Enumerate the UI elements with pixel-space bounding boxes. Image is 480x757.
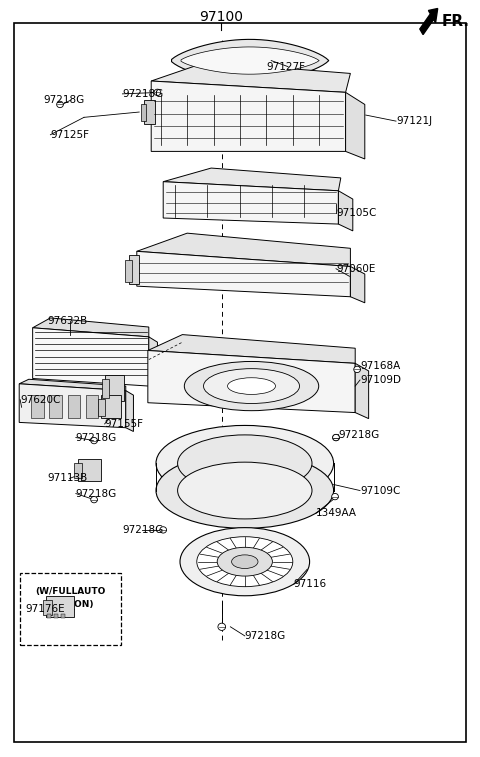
Polygon shape <box>148 335 355 363</box>
Polygon shape <box>171 39 329 82</box>
Text: 97218G: 97218G <box>43 95 84 105</box>
Bar <box>74 463 82 478</box>
Text: 97218G: 97218G <box>76 488 117 499</box>
Polygon shape <box>19 379 126 391</box>
Ellipse shape <box>160 527 167 533</box>
Text: 1349AA: 1349AA <box>316 508 357 519</box>
Polygon shape <box>19 384 126 428</box>
FancyArrow shape <box>420 8 438 35</box>
Ellipse shape <box>57 101 63 107</box>
Ellipse shape <box>232 555 258 569</box>
Bar <box>101 395 121 418</box>
Text: 97632B: 97632B <box>47 316 87 326</box>
Bar <box>20 573 121 645</box>
Bar <box>68 395 80 418</box>
Text: 97218G: 97218G <box>122 525 164 535</box>
Polygon shape <box>33 318 149 337</box>
Text: AIR CON): AIR CON) <box>48 600 94 609</box>
Bar <box>47 614 51 618</box>
Polygon shape <box>151 81 346 151</box>
Text: 97218G: 97218G <box>338 429 380 440</box>
Ellipse shape <box>156 425 334 501</box>
Polygon shape <box>126 391 133 431</box>
Polygon shape <box>148 350 355 413</box>
Bar <box>144 100 155 124</box>
Text: 97109D: 97109D <box>360 375 401 385</box>
Polygon shape <box>149 337 157 391</box>
Text: 97218G: 97218G <box>245 631 286 641</box>
Polygon shape <box>163 182 338 224</box>
Text: (W/FULLAUTO: (W/FULLAUTO <box>36 587 106 597</box>
Text: 97100: 97100 <box>199 10 243 23</box>
Text: 97155F: 97155F <box>105 419 144 429</box>
Polygon shape <box>151 62 350 92</box>
Bar <box>98 399 105 416</box>
Bar <box>43 600 52 615</box>
Bar <box>49 395 62 418</box>
Text: 97113B: 97113B <box>47 473 87 484</box>
Text: 97116: 97116 <box>294 579 327 590</box>
Ellipse shape <box>197 537 293 587</box>
Polygon shape <box>137 251 350 297</box>
Ellipse shape <box>91 438 97 444</box>
Polygon shape <box>163 168 341 191</box>
Text: 97176E: 97176E <box>25 603 65 614</box>
Text: 97620C: 97620C <box>20 394 60 405</box>
Ellipse shape <box>156 453 334 528</box>
Text: 97218G: 97218G <box>122 89 164 99</box>
Text: 97105C: 97105C <box>336 208 376 219</box>
Bar <box>129 255 139 284</box>
Bar <box>86 395 98 418</box>
Polygon shape <box>181 47 319 74</box>
Polygon shape <box>346 92 365 159</box>
Text: 97218G: 97218G <box>76 432 117 443</box>
Ellipse shape <box>228 378 276 394</box>
Ellipse shape <box>354 366 360 372</box>
Ellipse shape <box>218 623 226 631</box>
Ellipse shape <box>333 435 339 441</box>
Text: 97060E: 97060E <box>336 263 375 274</box>
Bar <box>61 614 65 618</box>
Ellipse shape <box>180 528 310 596</box>
Text: 97127F: 97127F <box>266 61 305 72</box>
Ellipse shape <box>217 547 273 576</box>
Text: 97109C: 97109C <box>360 485 400 496</box>
Text: 97125F: 97125F <box>50 129 89 140</box>
Text: 97168A: 97168A <box>360 361 400 372</box>
Bar <box>102 378 109 398</box>
Bar <box>31 395 44 418</box>
Bar <box>125 260 132 282</box>
Polygon shape <box>338 191 353 231</box>
Ellipse shape <box>91 497 97 503</box>
Ellipse shape <box>184 361 319 410</box>
Ellipse shape <box>178 435 312 492</box>
Bar <box>104 395 117 418</box>
Ellipse shape <box>154 89 161 95</box>
Text: FR.: FR. <box>442 14 469 29</box>
Bar <box>78 459 101 481</box>
Polygon shape <box>33 328 149 386</box>
Text: 97121J: 97121J <box>396 116 432 126</box>
Polygon shape <box>137 233 350 266</box>
Polygon shape <box>350 266 365 303</box>
Bar <box>105 375 124 401</box>
Ellipse shape <box>333 435 339 441</box>
Ellipse shape <box>332 494 338 500</box>
Ellipse shape <box>178 462 312 519</box>
Bar <box>141 104 146 121</box>
Bar <box>54 614 58 618</box>
Bar <box>46 596 74 617</box>
Polygon shape <box>355 363 369 419</box>
Ellipse shape <box>204 369 300 403</box>
